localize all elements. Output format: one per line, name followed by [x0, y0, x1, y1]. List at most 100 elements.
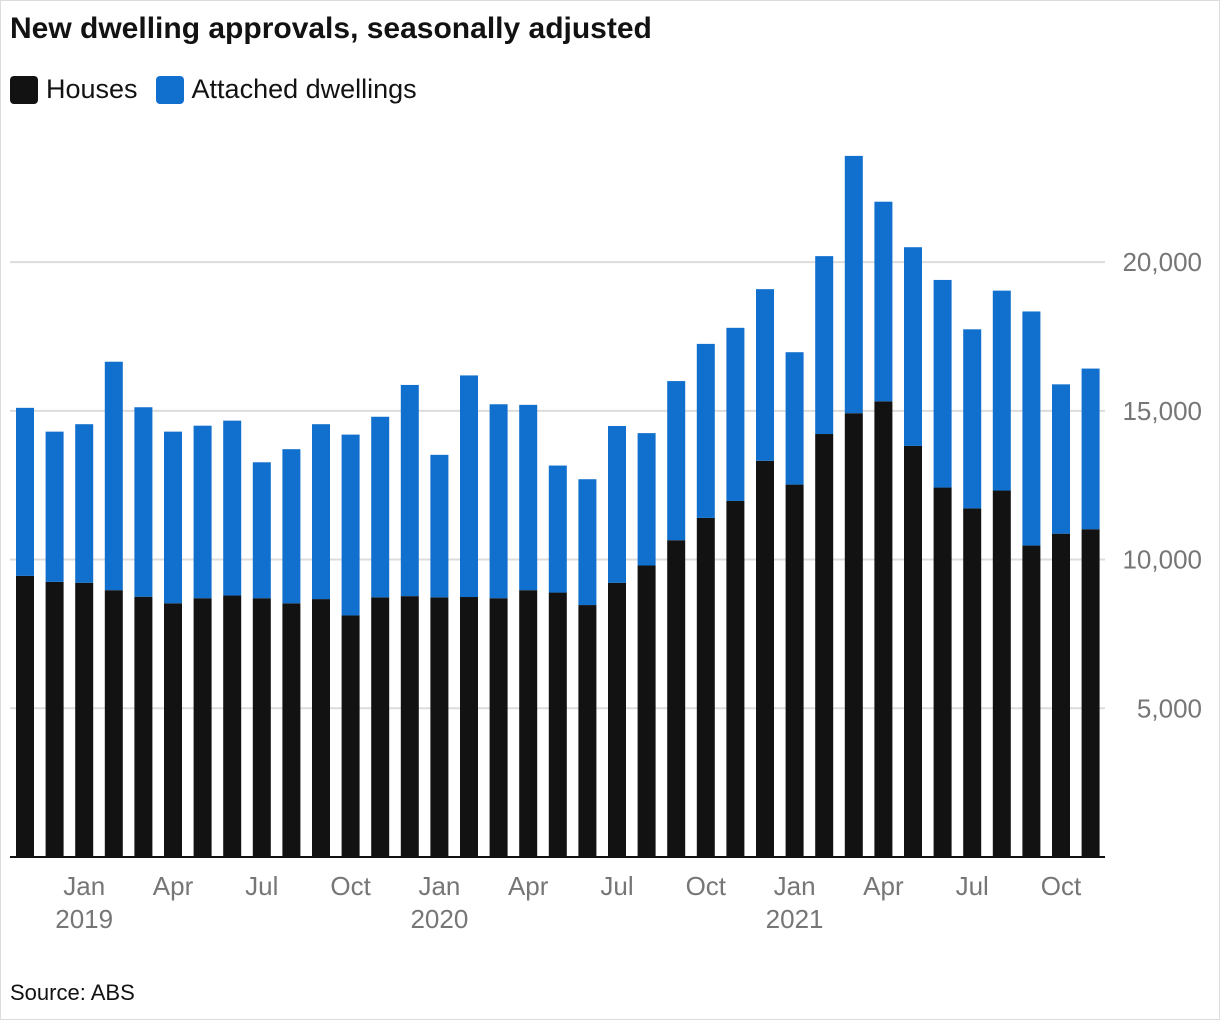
bar-houses-9	[282, 603, 301, 857]
x-year-label-2020: 2020	[410, 904, 468, 934]
bar-attached-7	[223, 420, 242, 596]
bar-houses-4	[134, 596, 153, 857]
bar-attached-18	[548, 465, 567, 593]
bar-houses-17	[519, 590, 538, 857]
bar-attached-26	[785, 352, 804, 485]
bar-attached-22	[667, 381, 686, 541]
bar-houses-11	[341, 615, 360, 857]
bar-attached-11	[341, 434, 360, 616]
bar-houses-5	[164, 603, 182, 857]
bar-attached-12	[371, 416, 390, 598]
bar-attached-17	[519, 404, 538, 591]
x-tick-label-17: Apr	[508, 871, 549, 901]
x-tick-label-2: Jan	[63, 871, 105, 901]
x-tick-label-8: Jul	[245, 871, 278, 901]
x-year-label-2021: 2021	[766, 904, 824, 934]
bar-houses-23	[696, 517, 715, 857]
x-year-label-2019: 2019	[55, 904, 113, 934]
legend: Houses Attached dwellings	[10, 74, 435, 105]
bar-attached-9	[282, 449, 301, 604]
bar-houses-8	[252, 598, 271, 857]
bar-attached-35	[1052, 384, 1070, 534]
bar-houses-34	[1022, 545, 1041, 857]
bar-houses-36	[1081, 529, 1100, 857]
bar-attached-14	[430, 454, 449, 598]
bar-attached-8	[252, 462, 271, 599]
bar-houses-2	[75, 582, 94, 857]
bar-houses-16	[489, 598, 508, 857]
bar-houses-30	[904, 445, 922, 857]
legend-label-houses: Houses	[46, 74, 138, 104]
chart-title: New dwelling approvals, seasonally adjus…	[10, 12, 652, 45]
bar-houses-15	[460, 597, 478, 857]
bar-attached-19	[578, 479, 597, 606]
x-tick-label-5: Apr	[153, 871, 194, 901]
bar-houses-25	[756, 460, 774, 857]
legend-item-attached: Attached dwellings	[155, 74, 417, 105]
y-tick-label-15000: 15,000	[1122, 396, 1202, 426]
bar-houses-20	[608, 582, 626, 857]
x-tick-label-35: Oct	[1041, 871, 1082, 901]
bar-attached-27	[815, 256, 834, 435]
bar-houses-13	[400, 596, 419, 857]
y-tick-label-10000: 10,000	[1122, 545, 1202, 575]
bar-houses-1	[45, 581, 64, 857]
bar-attached-13	[400, 384, 419, 597]
bar-attached-24	[726, 327, 745, 501]
x-tick-label-32: Jul	[956, 871, 989, 901]
legend-swatch-houses	[10, 75, 38, 104]
bar-attached-25	[756, 289, 774, 461]
bar-attached-4	[134, 407, 153, 597]
x-tick-label-14: Jan	[418, 871, 460, 901]
bar-attached-33	[992, 290, 1011, 491]
bar-houses-27	[815, 434, 834, 857]
bar-houses-21	[637, 565, 656, 857]
bar-attached-36	[1081, 368, 1100, 530]
legend-item-houses: Houses	[10, 74, 138, 105]
bar-attached-6	[193, 425, 212, 599]
x-tick-label-20: Jul	[600, 871, 633, 901]
bar-attached-20	[608, 425, 626, 583]
bar-houses-24	[726, 500, 745, 857]
x-tick-label-23: Oct	[686, 871, 727, 901]
bar-attached-1	[45, 431, 64, 582]
bar-houses-32	[963, 508, 982, 857]
bar-houses-22	[667, 540, 686, 857]
source-note: Source: ABS	[10, 980, 135, 1005]
bar-attached-21	[637, 433, 656, 566]
y-tick-label-20000: 20,000	[1122, 247, 1202, 277]
x-tick-label-26: Jan	[774, 871, 816, 901]
legend-swatch-attached	[155, 75, 184, 104]
x-tick-label-29: Apr	[863, 871, 904, 901]
bar-attached-29	[874, 201, 893, 402]
bar-houses-14	[430, 597, 449, 857]
bar-houses-10	[312, 599, 330, 857]
bars	[16, 155, 1100, 857]
bar-attached-10	[312, 424, 330, 600]
bar-attached-28	[844, 155, 863, 414]
bar-houses-29	[874, 401, 893, 857]
bar-attached-15	[460, 375, 478, 598]
bar-attached-31	[933, 279, 952, 488]
bar-attached-16	[489, 404, 508, 599]
bar-attached-32	[963, 329, 982, 509]
bar-houses-28	[844, 413, 863, 857]
bar-houses-0	[16, 575, 34, 857]
bar-houses-31	[933, 487, 952, 857]
bar-attached-30	[904, 247, 922, 446]
y-tick-label-5000: 5,000	[1137, 693, 1202, 723]
legend-label-attached: Attached dwellings	[191, 74, 417, 104]
bar-attached-23	[696, 343, 715, 518]
bar-attached-3	[104, 361, 123, 591]
bar-attached-34	[1022, 311, 1041, 546]
bar-houses-3	[104, 590, 123, 857]
bar-houses-26	[785, 484, 804, 857]
bar-attached-5	[164, 431, 182, 604]
bar-houses-7	[223, 595, 242, 857]
bar-houses-18	[548, 592, 567, 857]
bar-houses-6	[193, 598, 212, 857]
bar-houses-35	[1052, 533, 1070, 857]
bar-houses-19	[578, 605, 597, 857]
